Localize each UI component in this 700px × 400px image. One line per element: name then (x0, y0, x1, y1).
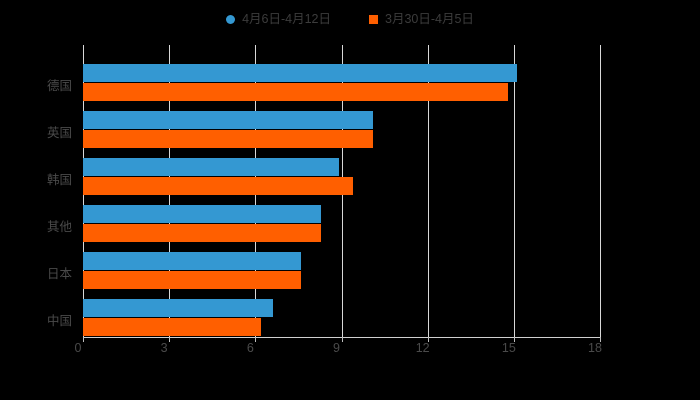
bar-primary[interactable] (83, 64, 517, 82)
x-tick-mark (255, 337, 257, 342)
legend-item-series-2[interactable]: 3月30日-4月5日 (369, 12, 474, 26)
bar-secondary[interactable] (83, 271, 302, 289)
bar-group (83, 299, 600, 337)
y-axis-label: 中国 (46, 314, 72, 328)
y-axis-label: 韩国 (46, 173, 72, 187)
x-tick-mark (341, 337, 343, 342)
x-tick-label: 9 (333, 341, 340, 355)
x-tick-mark (513, 337, 515, 342)
x-tick-label: 18 (588, 341, 602, 355)
chart-legend: 4月6日-4月12日 3月30日-4月5日 (0, 8, 700, 30)
y-axis-label: 其他 (46, 220, 72, 234)
gridline-15 (513, 45, 515, 337)
x-tick-label: 12 (415, 341, 430, 355)
gridline-18 (600, 45, 601, 337)
bar-group (83, 64, 600, 102)
bar-primary[interactable] (83, 252, 302, 270)
x-tick-mark (600, 337, 601, 342)
bar-group (83, 205, 600, 243)
x-tick-label: 3 (160, 341, 168, 355)
bar-secondary[interactable] (83, 177, 353, 195)
bar-secondary[interactable] (83, 130, 374, 148)
y-axis-label: 英国 (46, 126, 72, 140)
bar-primary[interactable] (83, 205, 322, 223)
legend-square-marker-icon (369, 14, 378, 24)
x-tick-mark (83, 337, 84, 342)
bar-secondary[interactable] (83, 224, 322, 242)
legend-item-series-1[interactable]: 4月6日-4月12日 (226, 12, 331, 26)
x-tick-label: 15 (501, 341, 516, 355)
bar-group (83, 158, 600, 196)
bar-primary[interactable] (83, 158, 339, 176)
x-tick-mark (169, 337, 171, 342)
x-tick-label: 0 (74, 341, 82, 355)
x-tick-mark (427, 337, 429, 342)
y-axis-label: 德国 (46, 79, 72, 93)
bar-secondary[interactable] (83, 83, 509, 101)
plot-area (83, 45, 601, 337)
legend-label-series-2: 3月30日-4月5日 (385, 12, 474, 26)
y-axis-label: 日本 (46, 267, 72, 281)
gridline-12 (427, 45, 429, 337)
bar-primary[interactable] (83, 299, 273, 317)
bar-primary[interactable] (83, 111, 374, 129)
bar-group (83, 111, 600, 149)
legend-label-series-1: 4月6日-4月12日 (242, 12, 331, 26)
legend-circle-marker-icon (226, 14, 236, 24)
bar-secondary[interactable] (83, 318, 262, 336)
bar-group (83, 252, 600, 290)
x-tick-label: 6 (246, 341, 254, 355)
